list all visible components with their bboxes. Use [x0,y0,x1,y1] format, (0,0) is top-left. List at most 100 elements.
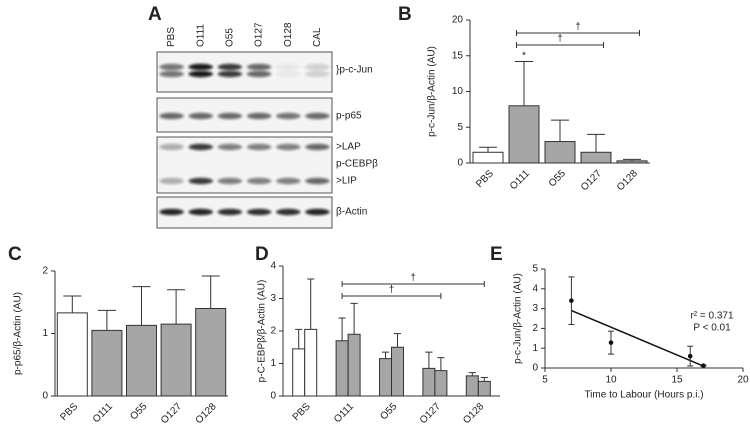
blot-band [159,63,184,71]
stat-annotation: r² = 0.371 [690,311,734,322]
point [687,353,693,359]
blot-band [276,143,301,151]
bar [292,348,306,397]
lane-label: O55 [225,28,236,47]
y-tick-label: 15 [452,50,464,61]
bar [508,105,540,164]
y-tick-label: 4 [270,261,276,272]
blot-band [159,177,184,185]
band-label: β-Actin [336,207,367,218]
x-tick-label: 15 [671,375,683,386]
blot-band [276,63,301,71]
y-tick-label: 5 [457,122,463,133]
blot-band [217,70,243,78]
x-tick-label: 10 [605,375,617,386]
blot-band [188,208,213,216]
bar [544,141,576,164]
y-tick-label: 0 [532,363,538,374]
blot-band [217,143,243,151]
bar [91,329,123,397]
lane-label: O127 [254,22,265,47]
x-tick-label: PBS [291,401,313,423]
y-tick-label: 1 [42,328,48,339]
band-label: p-CEBPβ [336,159,378,170]
x-tick-label: O128 [194,401,219,426]
point [608,340,614,345]
panel-letter: D [255,244,269,265]
x-tick-label: 20 [737,375,749,386]
panel-letter: E [490,244,503,265]
bar [422,367,436,397]
band-label: }p-c-Jun [336,65,373,76]
point [701,363,706,368]
band-label: >LAP [336,142,361,153]
y-tick-label: 2 [532,323,538,334]
y-tick-label: 1 [270,358,276,369]
blot-band [246,112,272,120]
blot-band [188,112,213,120]
bar [434,370,448,397]
panel-letter: C [8,244,22,265]
x-axis-label: Time to Labour (Hours p.i.) [584,390,703,401]
y-axis-label: p-c-Jun/β-Actin (AU) [513,273,524,364]
blot-band [188,177,213,185]
y-axis-label: p-c-Jun/β-Actin (AU) [427,46,438,137]
blot-band [276,177,301,185]
y-tick-label: 5 [532,264,538,275]
x-tick-label: PBS [58,401,80,423]
bar [580,151,612,164]
significance-mark: † [575,22,581,33]
blot-box [156,97,333,133]
blot-band [217,63,243,71]
blot-band [246,143,272,151]
bar [56,312,88,397]
blot-band [246,63,272,71]
y-tick-label: 20 [452,15,464,26]
x-tick-label: O128 [461,401,486,426]
blot-band [246,177,272,185]
y-tick-label: 10 [452,86,464,97]
lane-label: CAL [312,27,323,47]
blot-band [217,177,243,185]
bar [391,346,404,397]
fit-line [571,309,704,367]
x-tick-label: O111 [91,401,115,425]
significance-mark: * [522,51,526,62]
blot-band [159,112,184,120]
point [569,298,574,303]
bar [126,324,157,397]
blot-band [276,70,301,78]
blot-band [305,70,330,78]
y-tick-label: 2 [270,326,276,337]
blot-band [159,143,184,151]
blot-band [217,112,243,120]
blot-band [246,208,272,216]
blot-band [188,70,213,78]
x-tick-label: O111 [508,168,532,192]
y-axis-label: p-C-EBPβ/β-Actin (AU) [257,280,268,383]
blot-band [188,143,213,151]
blot-band [246,70,272,78]
y-axis-label: p-p65/β-Actin (AU) [13,292,24,375]
band-label: >LIP [336,176,357,187]
y-tick-label: 4 [532,283,538,294]
x-tick-label: O55 [128,401,149,422]
significance-mark: † [557,34,563,45]
x-tick-label: O127 [159,401,184,426]
stat-annotation: P < 0.01 [693,323,731,334]
significance-mark: † [389,285,395,296]
bar [472,151,504,164]
y-tick-label: 2 [42,266,48,277]
x-tick-label: O127 [418,401,443,426]
significance-mark: † [410,273,416,284]
y-tick-label: 0 [42,391,48,402]
x-tick-label: O128 [615,168,640,193]
x-tick-label: O111 [332,401,356,425]
y-tick-label: 3 [270,293,276,304]
blot-band [188,63,213,71]
blot-box [156,136,333,194]
y-tick-label: 0 [270,391,276,402]
blot-box [156,196,333,229]
blot-band [276,112,301,120]
